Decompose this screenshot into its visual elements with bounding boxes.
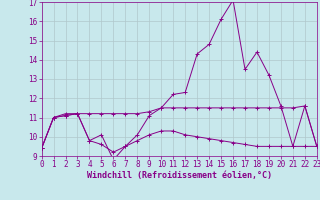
X-axis label: Windchill (Refroidissement éolien,°C): Windchill (Refroidissement éolien,°C) xyxy=(87,171,272,180)
